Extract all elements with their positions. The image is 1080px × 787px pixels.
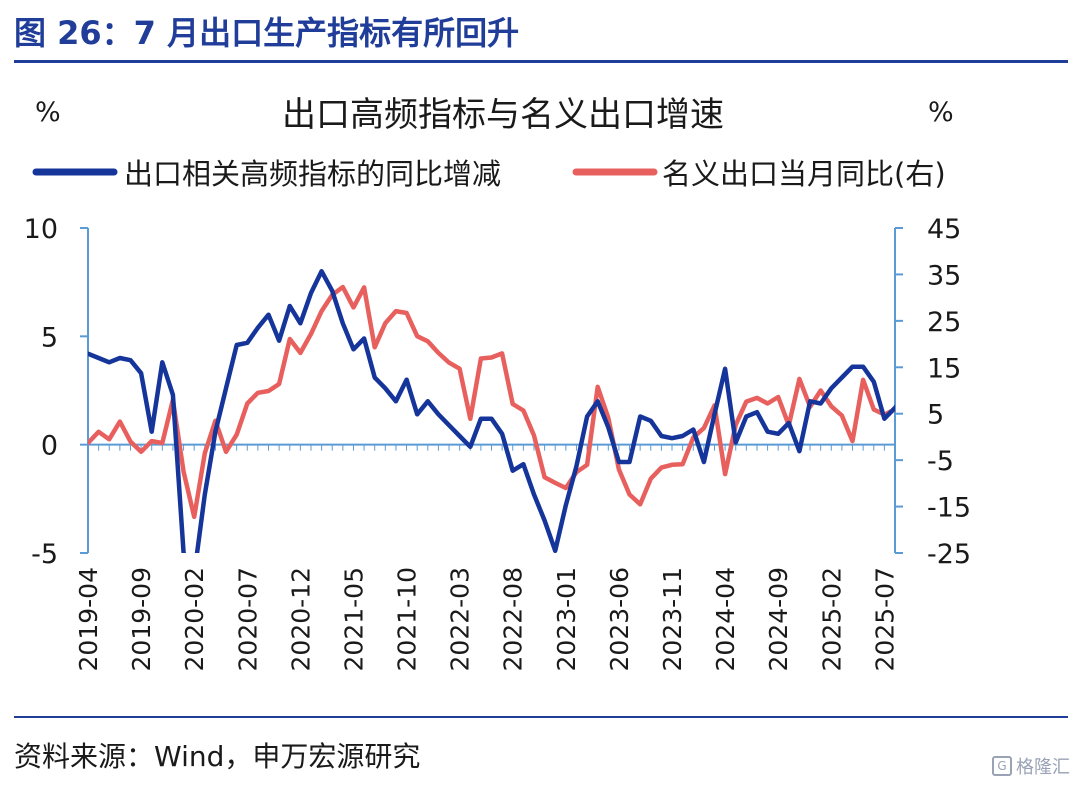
right-tick-label: 25 bbox=[927, 307, 961, 338]
bottom-rule bbox=[14, 716, 1068, 718]
figure-title: 图 26：7 月出口生产指标有所回升 bbox=[14, 14, 520, 52]
x-tick-label: 2021-05 bbox=[339, 567, 368, 671]
x-tick-label: 2022-03 bbox=[446, 567, 475, 671]
series-line-nominal-export-yoy bbox=[88, 284, 895, 520]
legend-label-series-2: 名义出口当月同比(右) bbox=[662, 157, 946, 191]
x-tick-label: 2021-10 bbox=[393, 567, 422, 671]
x-tick-label: 2024-04 bbox=[711, 567, 740, 671]
left-tick-label: 0 bbox=[41, 431, 58, 462]
x-axis-tick-labels: 2019-04 2019-09 2020-02 2020-07 2020-12 2021-… bbox=[74, 567, 899, 671]
series-lines bbox=[88, 269, 895, 553]
right-tick-label: 5 bbox=[927, 400, 944, 431]
x-tick-label: 2023-11 bbox=[658, 567, 687, 671]
watermark-text: 格隆汇 bbox=[1016, 757, 1070, 778]
x-tick-label: 2019-04 bbox=[74, 567, 103, 671]
right-tick-label: 45 bbox=[927, 214, 961, 245]
x-tick-label: 2025-02 bbox=[817, 567, 846, 671]
right-tick-label: -15 bbox=[927, 493, 971, 524]
x-tick-label: 2025-07 bbox=[870, 567, 899, 671]
axes: 10 5 0 -5 45 35 25 15 5 -5 -15 -25 bbox=[24, 214, 971, 570]
x-tick-label: 2023-06 bbox=[605, 567, 634, 671]
left-tick-label: 5 bbox=[41, 322, 58, 353]
right-tick-label: 15 bbox=[927, 353, 961, 384]
right-tick-label: 35 bbox=[927, 260, 961, 291]
x-tick-label: 2020-02 bbox=[180, 567, 209, 671]
x-tick-label: 2022-08 bbox=[499, 567, 528, 671]
watermark-logo-icon: G bbox=[992, 756, 1012, 776]
left-axis-unit: % bbox=[35, 97, 61, 128]
source-note: 资料来源：Wind，申万宏源研究 bbox=[14, 740, 421, 773]
x-tick-label: 2023-01 bbox=[552, 567, 581, 671]
x-tick-label: 2024-09 bbox=[764, 567, 793, 671]
x-tick-label: 2020-07 bbox=[233, 567, 262, 671]
top-rule bbox=[14, 60, 1068, 63]
legend-label-series-1: 出口相关高频指标的同比增减 bbox=[124, 157, 501, 191]
watermark: G 格隆汇 bbox=[992, 753, 1070, 779]
left-tick-label: -5 bbox=[31, 539, 58, 570]
x-tick-label: 2019-09 bbox=[127, 567, 156, 671]
x-tick-label: 2020-12 bbox=[286, 567, 315, 671]
chart-title: 出口高频指标与名义出口增速 bbox=[282, 95, 724, 135]
series-line-high-frequency-indicator bbox=[88, 269, 895, 553]
right-axis-unit: % bbox=[928, 97, 954, 128]
right-tick-label: -25 bbox=[927, 539, 971, 570]
legend: 出口相关高频指标的同比增减 名义出口当月同比(右) bbox=[32, 157, 946, 191]
left-tick-label: 10 bbox=[24, 214, 58, 245]
right-tick-label: -5 bbox=[927, 446, 954, 477]
